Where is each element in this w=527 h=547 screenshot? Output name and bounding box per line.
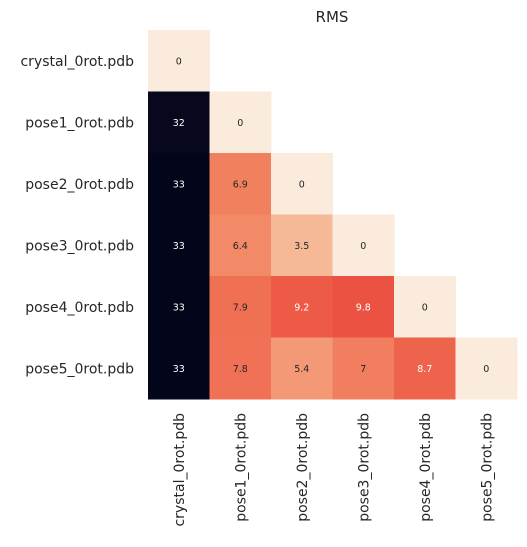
heatmap-cell-r3-c2 <box>271 214 333 277</box>
cell-value-label: 7 <box>360 364 366 375</box>
cell-value-label: 9.8 <box>356 302 371 313</box>
heatmap-cell-r5-c3 <box>332 337 395 400</box>
cell-value-label: 0 <box>299 179 305 190</box>
cell-value-label: 0 <box>422 302 428 313</box>
heatmap-cell-r5-c4 <box>394 337 456 400</box>
cell-value-label: 7.8 <box>233 364 248 375</box>
cell-value-label: 33 <box>173 179 185 190</box>
heatmap-cell-r3-c3 <box>332 214 395 277</box>
heatmap-cell-r4-c2 <box>271 276 333 338</box>
heatmap-cell-r4-c3 <box>332 276 395 338</box>
column-tick-labels: crystal_0rot.pdb pose1_0rot.pdb pose2_0rot… <box>172 413 496 527</box>
cell-value-label: 0 <box>360 241 366 252</box>
row-tick-labels: crystal_0rot.pdb pose1_0rot.pdb pose2_0rot… <box>20 54 134 378</box>
heatmap-cell-r4-c1 <box>209 276 272 338</box>
cell-value-label: 33 <box>173 241 185 252</box>
heatmap-cell-r1-c0 <box>148 91 210 154</box>
heatmap-cell-r5-c5 <box>455 337 518 400</box>
chart-title: RMS <box>316 8 349 26</box>
row-tick-label: pose2_0rot.pdb <box>25 177 134 193</box>
cell-value-label: 32 <box>173 118 185 129</box>
heatmap-cell-labels: 0 32 0 33 6.9 0 33 6.4 3.5 0 33 7.9 9.2 9.8 0 33 7.8 5.4 7… <box>173 56 490 375</box>
heatmap-cell-r3-c0 <box>148 214 210 277</box>
heatmap-cell-r0-c0 <box>148 30 210 92</box>
cell-value-label: 33 <box>173 302 185 313</box>
heatmap-cell-r3-c1 <box>209 214 272 277</box>
heatmap-cell-r4-c4 <box>394 276 456 338</box>
heatmap-cells <box>148 30 518 400</box>
cell-value-label: 6.4 <box>233 241 248 252</box>
row-tick-label: pose3_0rot.pdb <box>25 238 134 254</box>
column-tick-label: pose3_0rot.pdb <box>356 413 372 522</box>
column-tick-label: pose5_0rot.pdb <box>479 413 495 522</box>
row-tick-label: pose4_0rot.pdb <box>25 300 134 316</box>
heatmap-cell-r4-c0 <box>148 276 210 338</box>
heatmap-cell-r2-c0 <box>148 153 210 215</box>
cell-value-label: 6.9 <box>233 179 248 190</box>
cell-value-label: 0 <box>237 118 243 129</box>
cell-value-label: 0 <box>176 56 182 67</box>
row-tick-label: pose5_0rot.pdb <box>25 361 134 377</box>
heatmap-cell-r2-c2 <box>271 153 333 215</box>
cell-value-label: 8.7 <box>417 364 432 375</box>
column-tick-label: crystal_0rot.pdb <box>172 413 188 527</box>
heatmap-cell-r5-c2 <box>271 337 333 400</box>
cell-value-label: 33 <box>173 364 185 375</box>
column-tick-label: pose4_0rot.pdb <box>418 413 434 522</box>
cell-value-label: 9.2 <box>294 302 309 313</box>
column-tick-label: pose1_0rot.pdb <box>233 413 249 522</box>
heatmap-cell-r1-c1 <box>209 91 272 154</box>
heatmap-cell-r5-c0 <box>148 337 210 400</box>
row-tick-label: crystal_0rot.pdb <box>20 54 134 70</box>
cell-value-label: 7.9 <box>233 302 248 313</box>
cell-value-label: 0 <box>483 364 489 375</box>
cell-value-label: 5.4 <box>294 364 309 375</box>
cell-value-label: 3.5 <box>294 241 309 252</box>
heatmap-cell-r5-c1 <box>209 337 272 400</box>
column-tick-label: pose2_0rot.pdb <box>295 413 311 522</box>
heatmap-cell-r2-c1 <box>209 153 272 215</box>
row-tick-label: pose1_0rot.pdb <box>25 115 134 131</box>
